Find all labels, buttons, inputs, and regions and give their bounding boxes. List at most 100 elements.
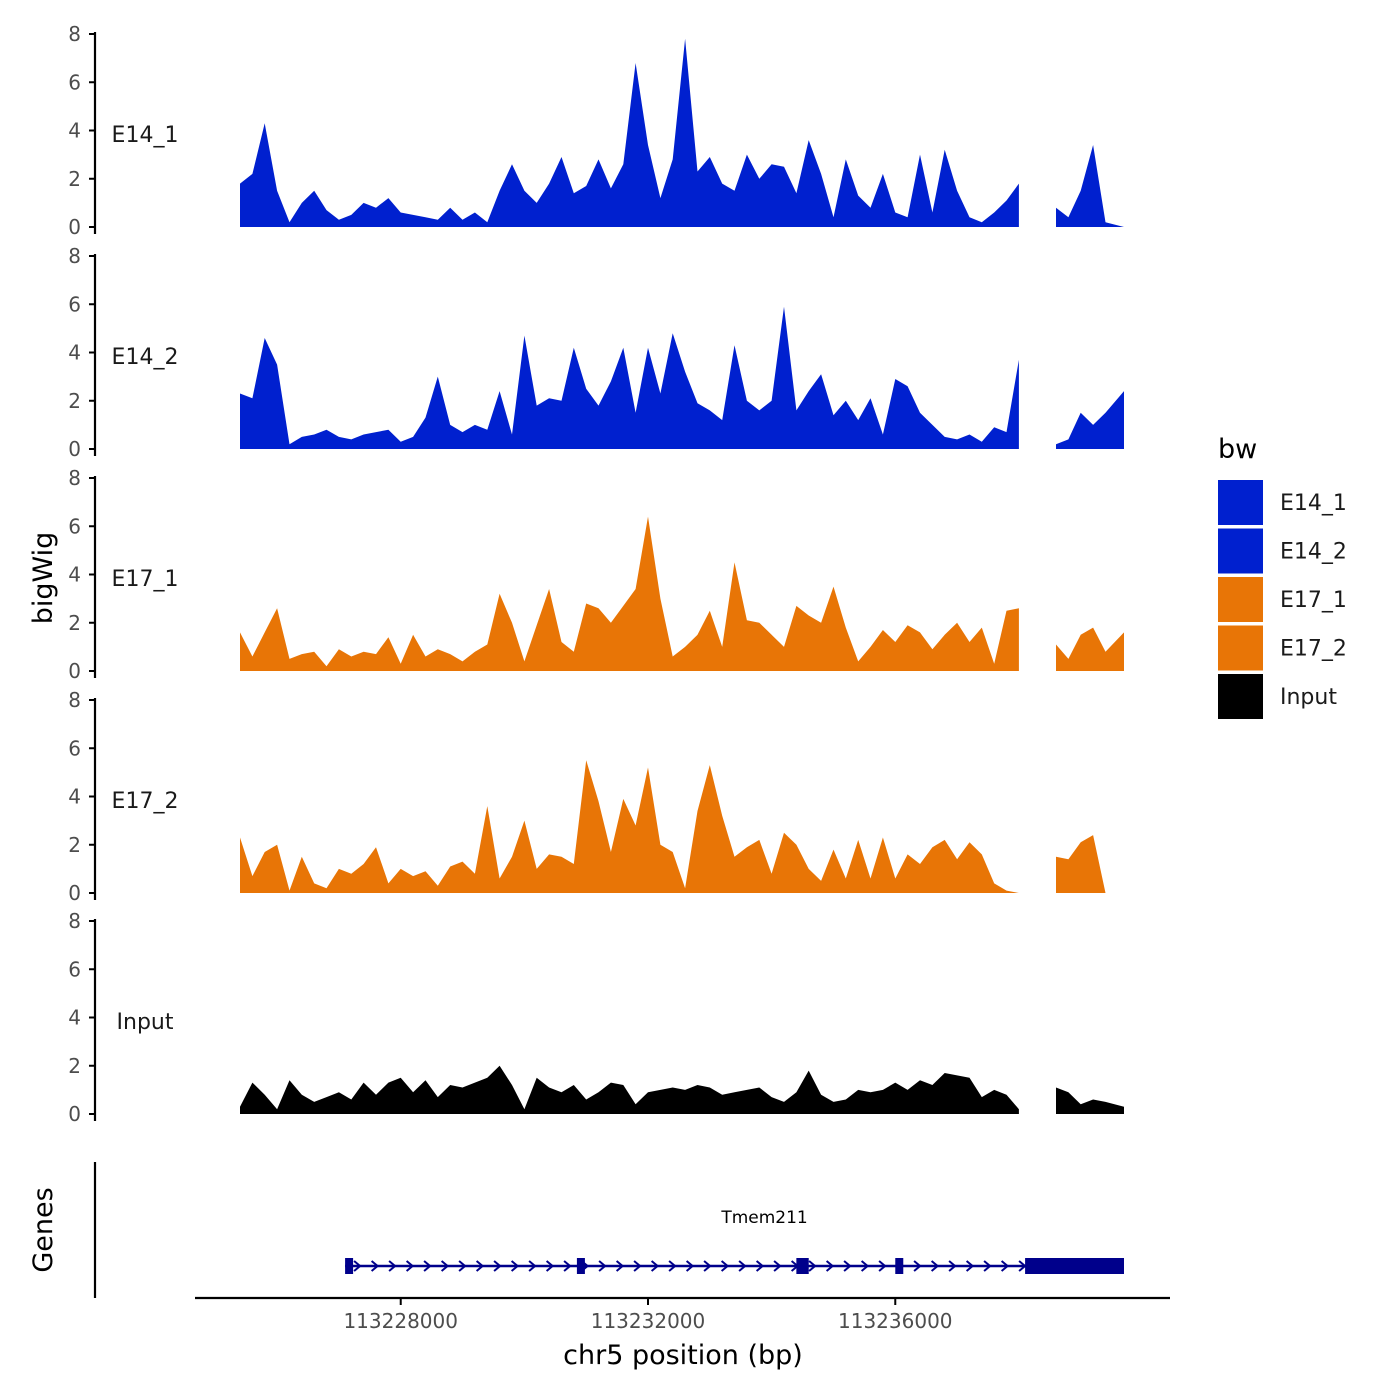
strand-arrow [353,1260,362,1272]
gene-exon [796,1258,809,1274]
strand-arrow [878,1260,887,1272]
strand-arrow [948,1260,957,1272]
y-tick-label: 8 [68,244,81,268]
legend: bw E14_1 E14_2 E17_1 E17_2 Input [1218,434,1347,719]
strand-arrow [773,1260,782,1272]
track-label: E17_1 [112,567,179,592]
strand-arrow [423,1260,432,1272]
y-tick-label: 2 [68,389,81,413]
strand-arrow [458,1260,467,1272]
gene-exon [1025,1258,1124,1274]
coverage-area [240,516,1019,671]
gene-panel: Tmem211 [93,1162,1124,1298]
track-E17_1: 0 2 4 6 8 E17_1 [68,466,1124,683]
coverage-area [1056,835,1124,893]
y-tick-label: 2 [68,833,81,857]
track-label: E17_2 [112,789,179,814]
y-tick-label: 8 [68,688,81,712]
strand-arrow [615,1260,625,1272]
strand-arrow [860,1260,870,1272]
y-tick-label: 0 [68,881,81,905]
legend-label: Input [1280,685,1337,710]
y-tick-label: 6 [68,292,81,316]
track-E17_2: 0 2 4 6 8 E17_2 [68,688,1124,905]
strand-arrow [965,1260,975,1272]
y-tick-label: 8 [68,909,81,933]
y-tick-label: 4 [68,341,81,365]
y-tick-label: 0 [68,437,81,461]
strand-arrow [913,1260,922,1272]
y-tick-label: 6 [68,957,81,981]
legend-label: E17_1 [1280,588,1347,613]
track-label: Input [117,1010,174,1035]
legend-swatch [1218,480,1263,525]
y-tick-label: 8 [68,466,81,490]
strand-arrow [738,1260,747,1272]
strand-arrow [528,1260,537,1272]
y-tick-label: 0 [68,215,81,239]
gene-axis-title: Genes [28,1187,59,1272]
strand-arrow [703,1260,712,1272]
legend-label: E14_2 [1280,540,1347,565]
strand-arrow [668,1260,677,1272]
y-tick-label: 4 [68,1006,81,1030]
strand-arrow [843,1260,852,1272]
gene-exon [345,1258,354,1274]
coverage-area [240,1065,1019,1114]
y-tick-label: 0 [68,1102,81,1126]
strand-arrow [405,1260,415,1272]
gene-exon [576,1258,585,1274]
strand-arrow [720,1260,730,1272]
gene-exon [895,1258,904,1274]
y-tick-label: 6 [68,70,81,94]
strand-arrow [388,1260,397,1272]
strand-arrow [755,1260,765,1272]
track-label: E14_1 [112,123,179,148]
coverage-area [1056,627,1124,671]
strand-arrow [983,1260,992,1272]
track-Input: 0 2 4 6 8 Input [68,909,1124,1126]
strand-arrow [510,1260,520,1272]
y-tick-label: 4 [68,563,81,587]
strand-arrow [808,1260,817,1272]
y-tick-label: 2 [68,1054,81,1078]
coverage-area [1056,1087,1124,1114]
legend-swatch [1218,577,1263,622]
coverage-area [240,760,1019,893]
strand-arrow [633,1260,642,1272]
strand-arrow [685,1260,695,1272]
y-tick-label: 6 [68,514,81,538]
y-axis-title: bigWig [28,532,59,625]
track-label: E14_2 [112,345,179,370]
strand-arrow [598,1260,607,1272]
y-tick-label: 4 [68,785,81,809]
coverage-area [240,38,1019,227]
strand-arrow [1000,1260,1010,1272]
x-axis-title: chr5 position (bp) [563,1340,803,1371]
y-tick-label: 0 [68,659,81,683]
x-tick-label: 113236000 [838,1309,953,1333]
track-E14_2: 0 2 4 6 8 E14_2 [68,244,1124,461]
strand-arrow [825,1260,835,1272]
strand-arrow [545,1260,555,1272]
y-tick-label: 4 [68,119,81,143]
strand-arrow [563,1260,572,1272]
strand-arrow [930,1260,940,1272]
x-axis: 113228000 113232000 113236000 [195,1296,1170,1333]
legend-label: E14_1 [1280,491,1347,516]
strand-arrow [493,1260,502,1272]
strand-arrow [650,1260,660,1272]
x-tick-label: 113228000 [343,1309,458,1333]
gene-name-label: Tmem211 [720,1208,807,1228]
legend-title: bw [1218,434,1257,465]
x-tick-label: 113232000 [591,1309,706,1333]
coverage-area [1056,145,1124,227]
strand-arrow [475,1260,485,1272]
y-tick-label: 8 [68,22,81,46]
legend-swatch [1218,674,1263,719]
strand-arrow [370,1260,380,1272]
tracks-layer: 0 2 4 6 8 E14_1 0 2 4 6 8 E14_2 0 2 4 6 8 E17_1 0 2 4 6 8 E17_2… [68,22,1124,1126]
gene-Tmem211: Tmem211 [345,1208,1124,1274]
track-E14_1: 0 2 4 6 8 E14_1 [68,22,1124,239]
